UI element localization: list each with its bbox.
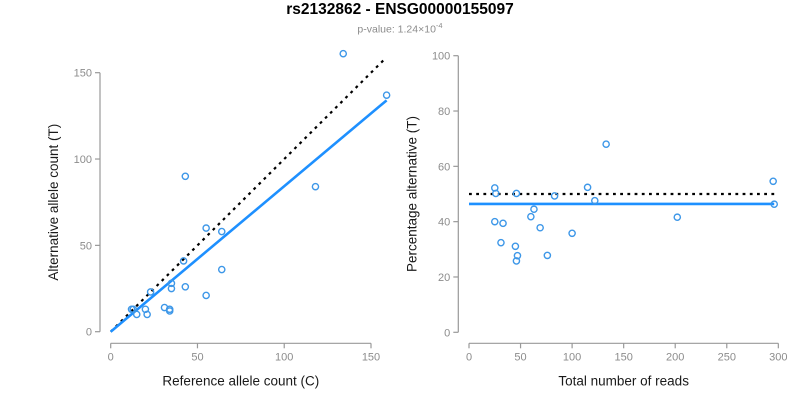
x-tick-label: 0: [466, 351, 472, 363]
x-tick-label: 300: [769, 351, 787, 363]
pvalue-text: p-value: 1.24×10: [357, 23, 436, 36]
y-tick-label: 0: [86, 327, 92, 339]
data-point: [512, 189, 521, 198]
data-point: [530, 205, 538, 214]
data-point: [339, 49, 348, 58]
data-point: [202, 291, 210, 300]
data-point: [202, 224, 210, 232]
x-tick-label: 100: [275, 351, 293, 363]
y-tick-label: 100: [74, 154, 92, 166]
data-point: [143, 310, 151, 319]
data-point: [769, 177, 777, 186]
data-point: [590, 196, 599, 205]
x-axis-title: Reference allele count (C): [162, 373, 319, 388]
data-point: [602, 140, 610, 149]
y-tick-label: 150: [74, 68, 92, 80]
data-point: [311, 182, 320, 191]
identity-line: [109, 58, 386, 333]
y-tick-label: 60: [438, 161, 450, 173]
data-point: [167, 279, 176, 288]
data-point: [583, 183, 592, 192]
x-tick-label: 150: [362, 351, 380, 363]
data-point: [770, 200, 779, 209]
x-tick-label: 100: [563, 351, 581, 363]
data-point: [513, 251, 522, 260]
right-scatter-panel: 0 50 100 150 200 250 300 0 20 40 60 80 100 Total numb…: [404, 51, 787, 389]
fit-line: [109, 99, 388, 333]
data-point: [512, 257, 521, 265]
x-tick-label: 50: [191, 351, 203, 363]
y-tick-label: 50: [80, 240, 92, 252]
data-point: [129, 305, 138, 314]
y-tick-label: 80: [438, 106, 450, 118]
y-axis-title: Percentage alternative (T): [404, 116, 419, 272]
data-point: [497, 238, 505, 247]
x-axis-title: Total number of reads: [558, 373, 689, 388]
data-point: [217, 227, 226, 236]
data-point: [568, 229, 576, 238]
x-tick-label: 0: [108, 351, 114, 363]
data-point: [167, 284, 176, 293]
data-point: [165, 307, 174, 315]
data-point: [181, 283, 190, 291]
y-tick-label: 20: [438, 272, 450, 284]
data-point: [673, 213, 682, 222]
x-tick-label: 150: [614, 351, 632, 363]
y-tick-label: 100: [432, 51, 450, 63]
data-point: [490, 217, 499, 226]
y-axis-title: Alternative allele count (T): [46, 124, 61, 281]
data-point: [499, 219, 507, 228]
data-point: [179, 257, 188, 265]
data-point: [511, 242, 520, 251]
data-point: [382, 91, 391, 99]
data-point: [543, 251, 552, 260]
data-point: [181, 172, 190, 181]
x-tick-label: 250: [718, 351, 736, 363]
data-point: [536, 223, 544, 232]
data-point: [146, 288, 155, 296]
data-point: [217, 265, 226, 274]
plot-subtitle: p-value: 1.24×10-4: [0, 21, 800, 36]
data-point: [527, 212, 535, 221]
left-scatter-panel: 0 50 100 150 0 50 100 150 Reference allele count…: [46, 49, 391, 388]
data-point: [550, 192, 559, 200]
x-tick-label: 200: [666, 351, 684, 363]
x-tick-label: 50: [514, 351, 526, 363]
plot-title: rs2132862 - ENSG00000155097: [286, 1, 514, 18]
y-tick-label: 40: [438, 217, 450, 229]
data-point: [492, 189, 500, 198]
y-tick-label: 0: [444, 327, 450, 339]
data-point: [132, 310, 141, 319]
pvalue-exponent: -4: [435, 21, 443, 30]
